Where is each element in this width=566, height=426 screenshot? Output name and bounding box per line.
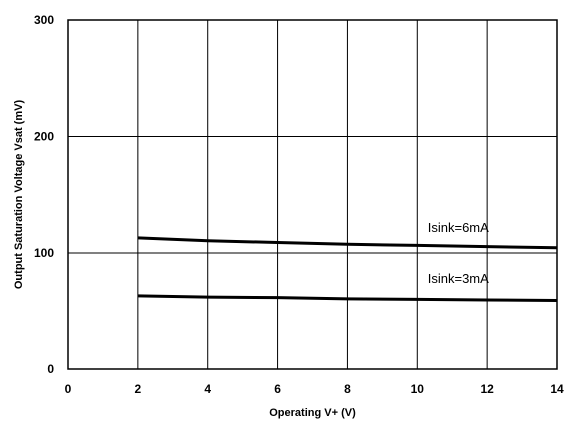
- series-line-2: [137, 294, 558, 303]
- series-annotation: Isink=3mA: [428, 271, 489, 286]
- y-tick-label: 0: [47, 362, 54, 376]
- x-tick-labels: 0 2 4 6 8 10 12 14: [65, 382, 564, 396]
- series-layer: [137, 236, 558, 303]
- annotations: Isink=6mA Isink=3mA: [428, 220, 489, 286]
- y-tick-label: 300: [34, 13, 54, 27]
- y-axis-label: Output Saturation Voltage Vsat (mV): [13, 100, 25, 290]
- series-annotation: Isink=6mA: [428, 220, 489, 235]
- y-tick-label: 200: [34, 130, 54, 144]
- series-line-1: [137, 236, 558, 250]
- x-axis-label: Operating V+ (V): [269, 407, 356, 419]
- x-tick-label: 2: [135, 382, 142, 396]
- grid: [68, 20, 557, 369]
- x-tick-label: 10: [411, 382, 425, 396]
- x-tick-label: 14: [550, 382, 564, 396]
- y-tick-label: 100: [34, 246, 54, 260]
- x-tick-label: 6: [274, 382, 281, 396]
- y-tick-labels: 0 100 200 300: [34, 13, 54, 376]
- plot-frame: [67, 19, 558, 370]
- x-tick-label: 12: [480, 382, 494, 396]
- x-tick-label: 0: [65, 382, 72, 396]
- x-tick-label: 4: [204, 382, 211, 396]
- x-tick-label: 8: [344, 382, 351, 396]
